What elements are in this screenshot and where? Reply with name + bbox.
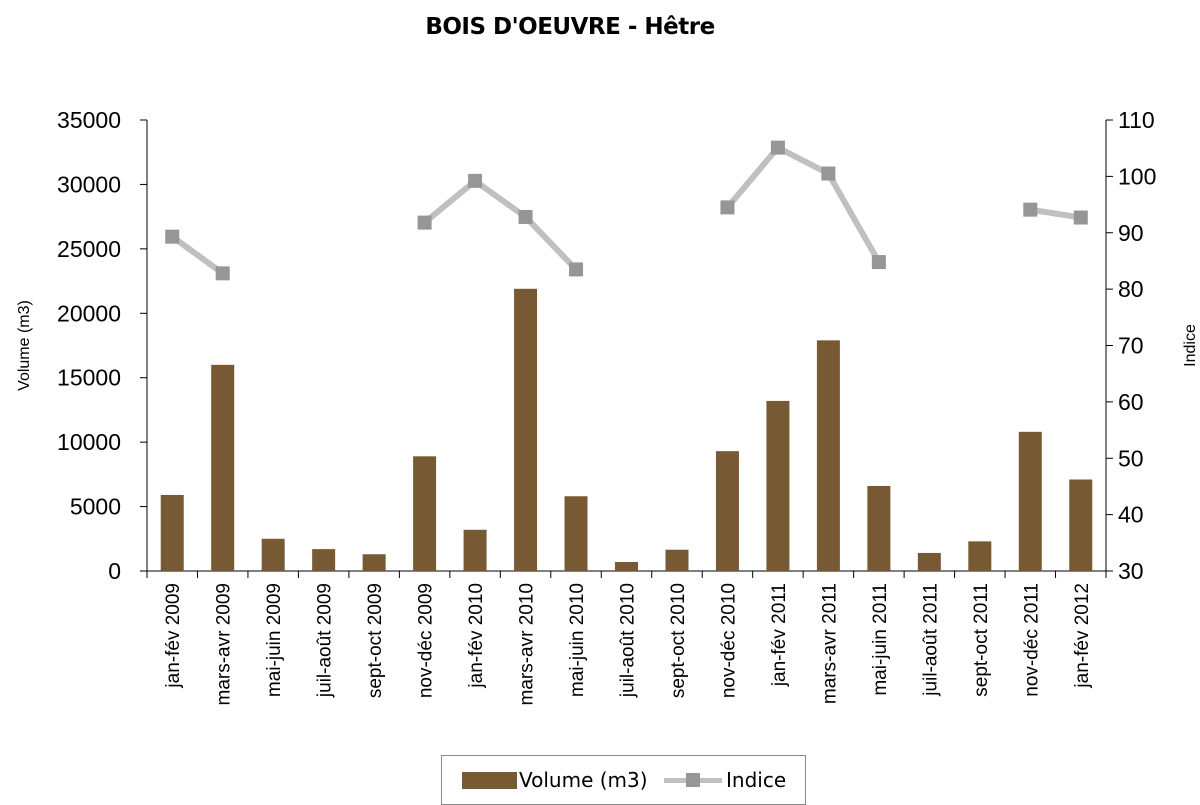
y-tick-label-left: 15000 <box>57 365 121 391</box>
bar-volume <box>867 485 891 571</box>
x-tick-label: mars-avr 2009 <box>214 583 235 706</box>
line-indice-segment <box>725 144 882 264</box>
bar-volume <box>362 554 386 571</box>
chart-title: BOIS D'OEUVRE - Hêtre <box>425 14 715 40</box>
marker-indice <box>720 200 735 215</box>
y-tick-label-left: 20000 <box>57 300 121 326</box>
x-tick-label: jan-fév 2010 <box>466 583 487 689</box>
x-tick-label: juil-août 2010 <box>618 583 639 698</box>
y-tick-label-right: 50 <box>1118 445 1144 471</box>
x-tick-label: jan-fév 2012 <box>1072 583 1093 689</box>
y-tick-label-right: 60 <box>1118 389 1144 415</box>
y-axis-label: Volume (m3) <box>16 300 33 391</box>
y-tick-label-left: 35000 <box>57 107 121 133</box>
x-tick-label: nov-déc 2009 <box>416 583 437 698</box>
bar-volume <box>413 456 437 571</box>
marker-indice <box>1073 210 1088 225</box>
y-tick-label-right: 40 <box>1118 502 1144 528</box>
y-tick-label-right: 30 <box>1118 558 1144 584</box>
line-indice-segment <box>170 234 225 276</box>
x-tick-label: mars-avr 2010 <box>517 583 538 706</box>
x-tick-label: mai-juin 2011 <box>870 583 891 696</box>
line-indice-segment <box>422 177 579 272</box>
bar-volume <box>564 496 588 571</box>
x-tick-label: mai-juin 2009 <box>264 583 285 697</box>
y-tick-label-right: 80 <box>1118 276 1144 302</box>
line-indice-segment <box>1029 206 1082 221</box>
x-tick-label: mai-juin 2010 <box>567 583 588 697</box>
y2-axis-label: Indice <box>1182 324 1199 367</box>
y-tick-label-left: 30000 <box>57 171 121 197</box>
marker-indice <box>821 166 836 181</box>
x-tick-label: jan-fév 2009 <box>163 583 184 689</box>
bar-volume <box>766 400 790 571</box>
bar-volume <box>816 340 840 571</box>
x-tick-label: sept-oct 2011 <box>971 583 992 697</box>
bar-volume <box>715 451 739 571</box>
y-tick-label-left: 5000 <box>70 494 121 520</box>
legend-swatch-volume <box>462 771 517 789</box>
marker-indice <box>518 209 533 224</box>
bar-volume <box>463 529 487 571</box>
legend-item-indice: Indice <box>664 768 786 792</box>
x-tick-label: nov-déc 2010 <box>718 583 739 698</box>
marker-indice <box>569 262 584 277</box>
marker-indice <box>215 266 230 281</box>
bar-volume <box>615 561 638 571</box>
y-tick-label-left: 0 <box>108 558 121 584</box>
x-tick-label: sept-oct 2010 <box>668 583 689 698</box>
marker-indice <box>165 229 180 244</box>
y-tick-label-left: 10000 <box>57 429 121 455</box>
bar-volume <box>917 552 941 571</box>
marker-indice <box>468 173 483 188</box>
x-tick-label: sept-oct 2009 <box>365 583 386 698</box>
legend-item-volume: Volume (m3) <box>462 768 648 792</box>
y-tick-label-right: 100 <box>1118 163 1156 189</box>
y-tick-label-right: 110 <box>1118 107 1155 133</box>
x-tick-label: nov-déc 2011 <box>1021 583 1042 697</box>
bar-volume <box>312 549 336 571</box>
bar-volume <box>160 494 184 571</box>
marker-indice <box>871 255 886 270</box>
y-tick-label-right: 90 <box>1118 220 1144 246</box>
y-tick-label-right: 70 <box>1118 333 1144 359</box>
bar-volume <box>1018 431 1042 571</box>
legend-label-volume: Volume (m3) <box>519 768 648 792</box>
x-tick-label: mars-avr 2011 <box>819 583 840 704</box>
x-tick-label: juil-août 2009 <box>315 583 336 698</box>
bar-volume <box>1069 479 1093 571</box>
marker-indice <box>417 215 432 230</box>
bar-volume <box>261 538 285 571</box>
bar-volume <box>665 549 689 571</box>
bar-volume <box>211 364 235 571</box>
marker-indice <box>770 140 785 155</box>
x-tick-label: jan-fév 2011 <box>769 583 790 687</box>
marker-indice <box>1023 202 1038 217</box>
legend-swatch-indice <box>664 770 722 790</box>
x-tick-label: juil-août 2011 <box>920 583 941 697</box>
y-tick-label-left: 25000 <box>57 236 121 262</box>
legend-label-indice: Indice <box>726 768 787 792</box>
bar-volume <box>514 288 538 571</box>
bar-volume <box>968 541 992 571</box>
